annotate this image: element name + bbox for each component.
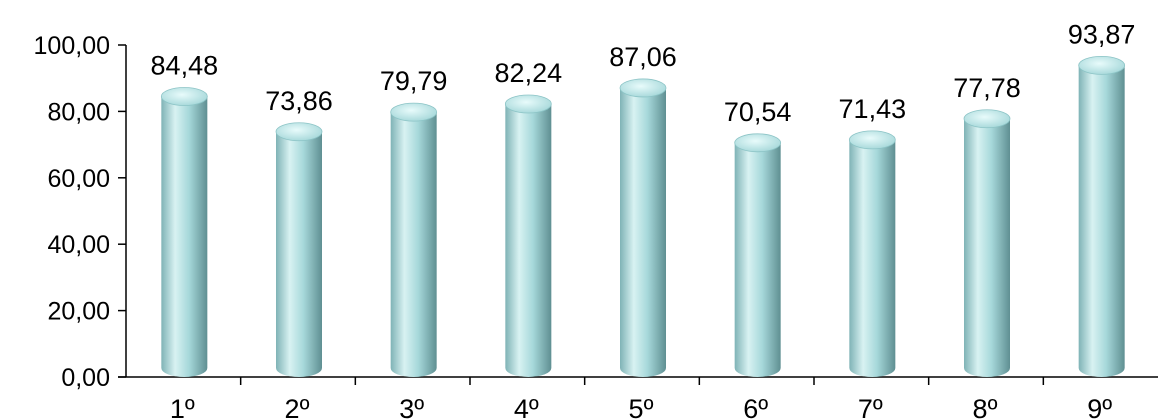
x-tick-label: 9º <box>1087 394 1112 419</box>
data-label: 73,86 <box>265 86 333 116</box>
bar <box>275 122 323 377</box>
bar-body <box>1078 65 1125 378</box>
data-label: 70,54 <box>724 97 792 127</box>
bar-body <box>849 139 896 377</box>
bars <box>160 55 1126 378</box>
x-tick-label: 3º <box>399 394 424 419</box>
data-label: 84,48 <box>151 51 219 81</box>
bar <box>619 78 667 377</box>
bar <box>504 94 552 377</box>
bar <box>160 87 208 377</box>
bar-body <box>620 87 666 377</box>
bar-body <box>276 131 322 377</box>
x-tick-label: 7º <box>858 394 883 419</box>
y-tick-label: 20,00 <box>47 298 110 326</box>
bar <box>848 130 896 377</box>
x-tick-label: 1º <box>170 394 195 419</box>
bar-cap <box>619 78 667 98</box>
data-label: 79,79 <box>380 66 448 96</box>
data-label: 77,78 <box>953 73 1021 103</box>
x-tick-label: 2º <box>285 394 310 419</box>
bar-cap <box>390 102 438 122</box>
x-tick-label: 4º <box>514 394 539 419</box>
x-tick-label: 6º <box>743 394 768 419</box>
bar-body <box>505 103 552 377</box>
bar-body <box>390 112 437 377</box>
data-label: 87,06 <box>609 42 677 72</box>
axes: 0,00 20,00 40,00 60,00 80,00 100,00 <box>34 32 1158 392</box>
bar-body <box>964 118 1010 378</box>
data-label: 82,24 <box>495 58 563 88</box>
bar-cap <box>160 87 208 106</box>
bar-cap <box>963 109 1011 129</box>
bar <box>390 102 438 377</box>
bar <box>963 109 1011 378</box>
bar-cap <box>848 130 896 150</box>
y-tick-label: 100,00 <box>34 32 110 60</box>
bar <box>734 133 782 377</box>
data-label: 71,43 <box>839 94 907 124</box>
bar-body <box>161 96 208 377</box>
bar-cap <box>504 94 552 114</box>
y-tick-label: 80,00 <box>47 98 110 126</box>
x-tick-label: 5º <box>629 394 654 419</box>
bar-cap <box>275 122 323 142</box>
data-label: 93,87 <box>1068 19 1136 49</box>
bar-cap <box>734 133 782 153</box>
bar <box>1078 55 1126 378</box>
y-tick-label: 60,00 <box>47 165 110 193</box>
labels: 84,48 1º 73,86 2º 79,79 3º 82,24 4º 87,06 5º 70,54… <box>151 19 1136 419</box>
bar-body <box>734 142 781 377</box>
y-tick-label: 40,00 <box>47 231 110 259</box>
y-tick-label: 0,00 <box>61 364 110 392</box>
bar-cap <box>1078 55 1126 75</box>
x-tick-label: 8º <box>973 394 998 419</box>
